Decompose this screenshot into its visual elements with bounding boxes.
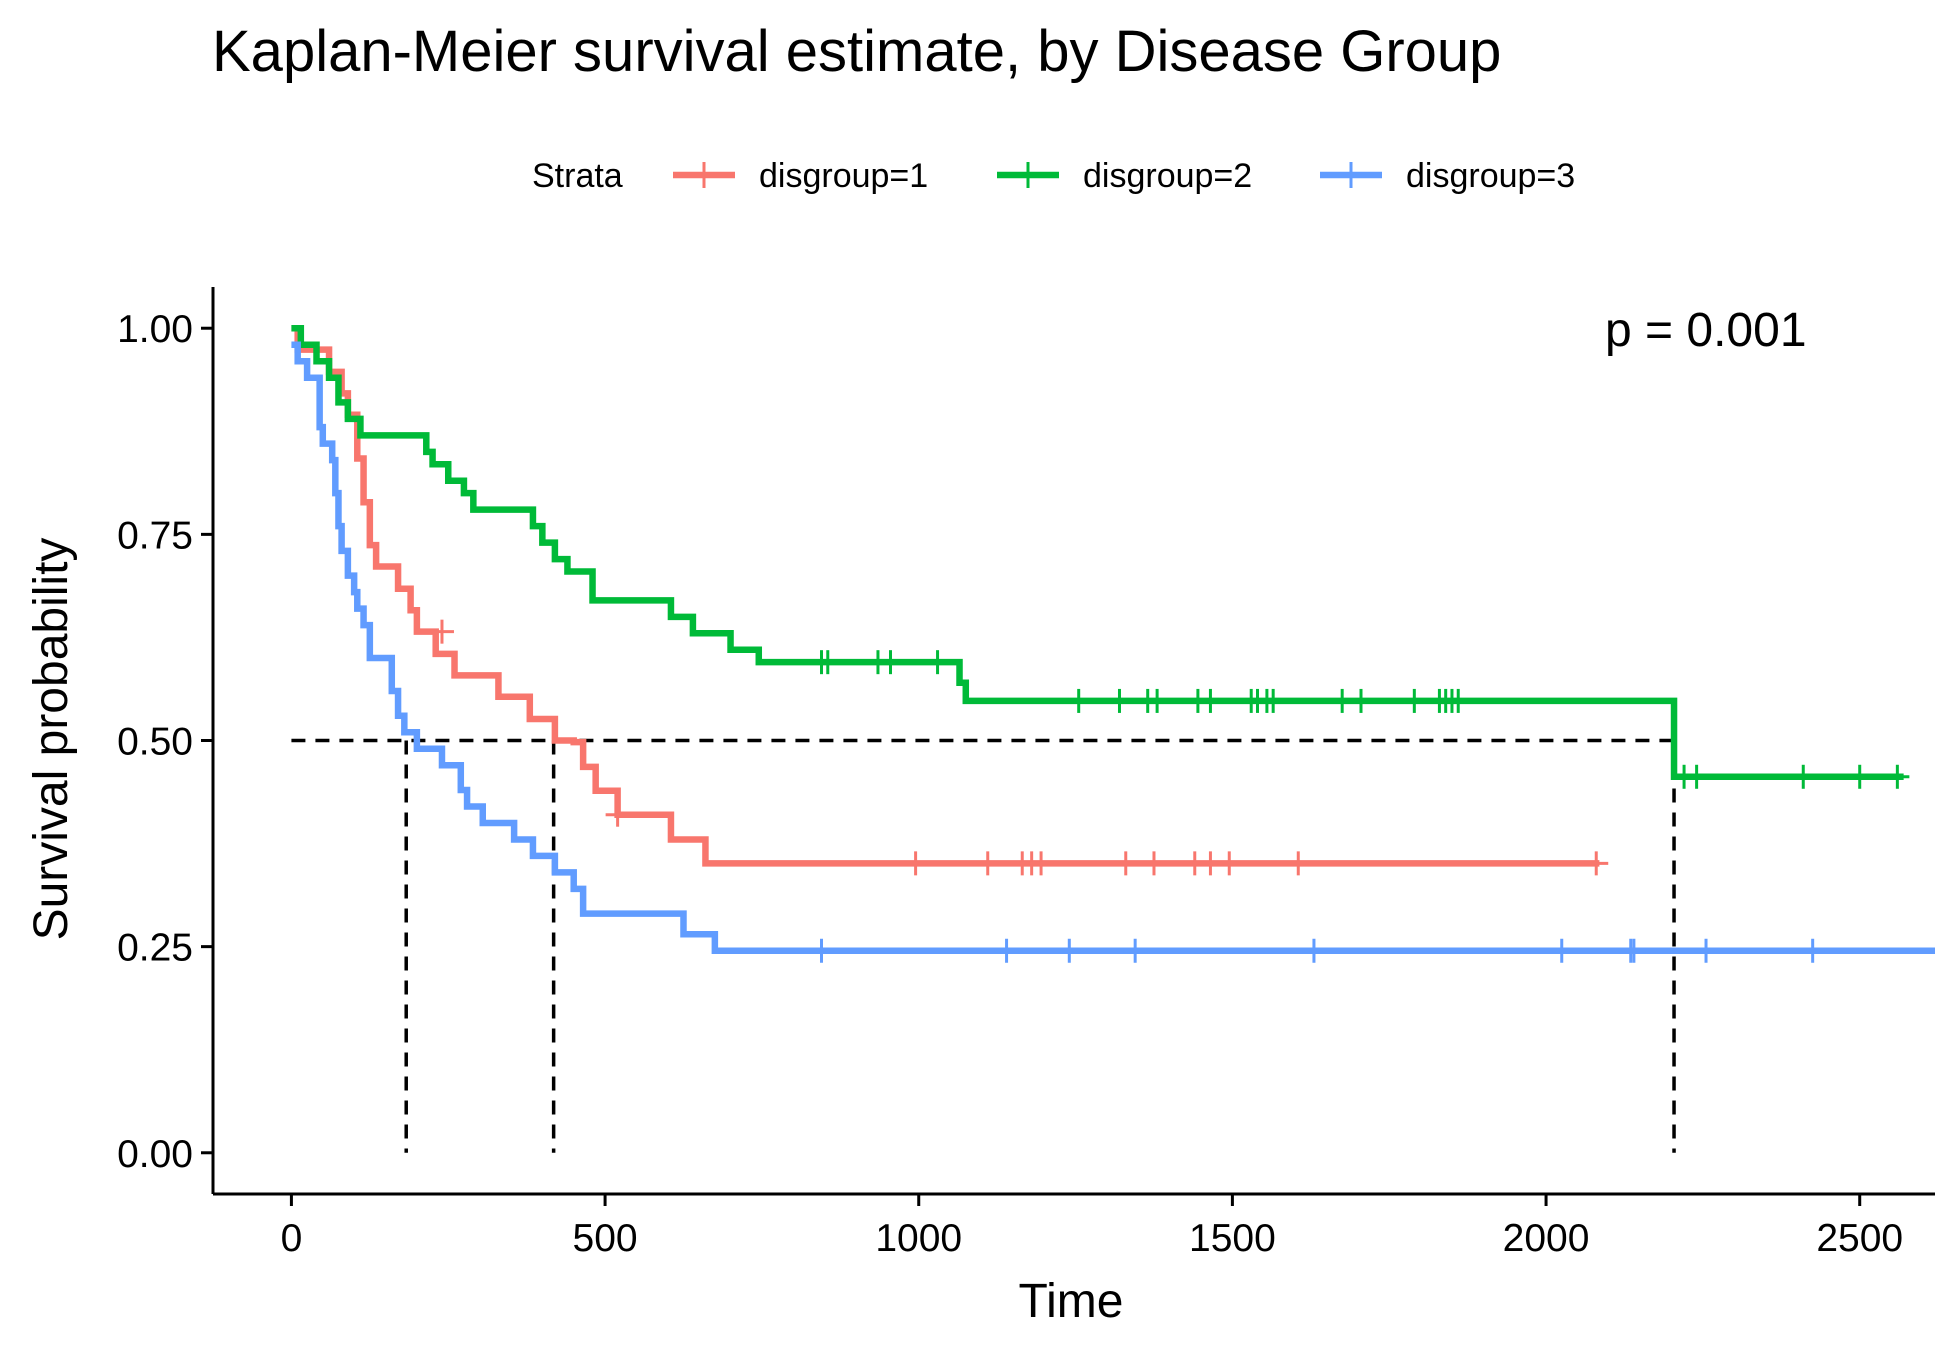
y-axis-title: Survival probability bbox=[25, 538, 78, 941]
series-disgroup=3 bbox=[291, 341, 1935, 963]
series-layer bbox=[291, 324, 1935, 963]
axes: 0 500 1000 1500 2000 2500 0.00 0.25 0.50 0.75 1.00 bbox=[117, 287, 1935, 1260]
series-disgroup=1 bbox=[291, 324, 1609, 876]
median-lines bbox=[291, 738, 1676, 1153]
survival-curve bbox=[291, 324, 1600, 867]
x-tick-label: 1500 bbox=[1189, 1217, 1276, 1260]
y-tick-label: 0.00 bbox=[117, 1133, 193, 1176]
legend: Strata disgroup=1 disgroup=2 disgroup=3 bbox=[532, 157, 1575, 195]
x-tick-label: 1000 bbox=[875, 1217, 962, 1260]
y-tick-label: 0.50 bbox=[117, 721, 193, 764]
p-value-annotation: p = 0.001 bbox=[1605, 304, 1807, 357]
legend-title: Strata bbox=[532, 157, 623, 195]
legend-item-label: disgroup=1 bbox=[759, 157, 928, 195]
y-tick-label: 1.00 bbox=[117, 308, 193, 351]
legend-item-label: disgroup=2 bbox=[1083, 157, 1252, 195]
x-tick-label: 500 bbox=[573, 1217, 638, 1260]
series-disgroup=2 bbox=[291, 324, 1910, 789]
survival-curve bbox=[291, 341, 1935, 955]
y-tick-label: 0.25 bbox=[117, 927, 193, 970]
survival-curve bbox=[291, 324, 1904, 781]
x-tick-label: 2500 bbox=[1816, 1217, 1903, 1260]
x-axis-title: Time bbox=[1019, 1275, 1124, 1328]
x-tick-label: 0 bbox=[281, 1217, 303, 1260]
x-tick-label: 2000 bbox=[1503, 1217, 1590, 1260]
y-tick-label: 0.75 bbox=[117, 514, 193, 557]
legend-item-label: disgroup=3 bbox=[1406, 157, 1575, 195]
chart-title: Kaplan-Meier survival estimate, by Disea… bbox=[212, 19, 1501, 84]
